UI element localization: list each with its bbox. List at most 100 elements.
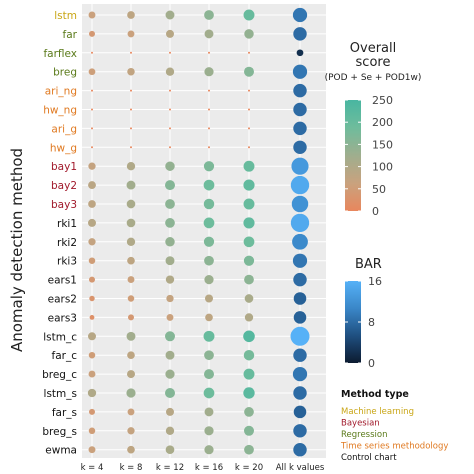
bar-point xyxy=(293,311,307,324)
score-legend-tick: 50 xyxy=(372,183,386,196)
bar-point xyxy=(290,175,310,195)
score-point xyxy=(88,162,96,170)
score-point xyxy=(204,407,214,417)
score-point xyxy=(126,331,136,341)
score-point xyxy=(169,146,171,149)
method-label: bay2 xyxy=(51,180,77,192)
method-label: lstm_c xyxy=(43,331,77,343)
score-point xyxy=(88,351,96,359)
score-point xyxy=(244,274,254,285)
bar-colorbar xyxy=(345,281,361,363)
score-point xyxy=(248,51,250,54)
score-point xyxy=(203,236,215,247)
bar-point xyxy=(291,157,309,175)
bar-point xyxy=(292,64,308,79)
bar-point xyxy=(290,213,310,233)
method-label: bay3 xyxy=(51,199,77,211)
method-label: ari_ng xyxy=(45,86,77,98)
score-point xyxy=(165,426,175,435)
score-point xyxy=(243,349,255,361)
k-label: k = 16 xyxy=(195,463,223,473)
score-point xyxy=(244,313,254,322)
bar-point xyxy=(293,102,307,117)
score-point xyxy=(244,294,254,303)
score-point xyxy=(89,276,95,283)
bar-legend-tick: 16 xyxy=(368,275,382,288)
score-point xyxy=(204,255,214,266)
score-point xyxy=(126,237,136,246)
score-point xyxy=(127,30,135,38)
score-point xyxy=(204,274,214,285)
score-point xyxy=(126,388,136,398)
score-point xyxy=(127,445,135,454)
score-point xyxy=(205,294,213,303)
score-point xyxy=(208,127,210,130)
score-point xyxy=(88,332,96,341)
panel-background xyxy=(82,4,326,458)
score-point xyxy=(204,67,214,77)
bar-point xyxy=(293,442,307,457)
score-point xyxy=(165,331,175,342)
k-tick-labels: k = 4 k = 8 k = 12 k = 16 k = 20 All k values xyxy=(81,463,325,473)
bar-point xyxy=(293,121,307,136)
method-label: rki3 xyxy=(57,256,77,268)
score-point xyxy=(89,295,95,302)
bar-point xyxy=(293,386,307,400)
method-label: ears3 xyxy=(48,312,77,324)
bar-point xyxy=(293,348,307,362)
score-point xyxy=(126,180,136,190)
method-label: rki1 xyxy=(57,218,77,230)
method-type-legend: Method type Machine learning BayesianRegre… xyxy=(340,389,448,463)
score-point xyxy=(91,51,93,54)
score-point xyxy=(169,51,171,54)
k-label: k = 8 xyxy=(120,463,143,473)
k-label: All k values xyxy=(276,463,325,473)
score-point xyxy=(88,257,96,264)
score-point xyxy=(243,387,255,399)
score-point xyxy=(165,445,175,455)
score-point xyxy=(127,67,135,76)
score-point xyxy=(127,276,135,284)
score-point xyxy=(91,89,93,92)
score-point xyxy=(203,161,215,172)
bar-legend-tick: 0 xyxy=(368,357,375,370)
score-point xyxy=(208,108,210,111)
score-point xyxy=(88,68,96,76)
method-label: lstm_s xyxy=(44,388,77,400)
score-point xyxy=(130,146,132,149)
score-legend-tick: 150 xyxy=(372,138,393,151)
score-point xyxy=(89,30,95,37)
score-legend-tick: 0 xyxy=(372,205,379,218)
score-legend-tick: 200 xyxy=(372,116,393,129)
method-label: hw_ng xyxy=(43,105,77,117)
method-label: breg_c xyxy=(42,369,77,381)
score-point xyxy=(203,330,215,342)
score-point xyxy=(166,294,174,303)
score-point xyxy=(88,238,96,246)
score-point xyxy=(88,427,96,435)
score-point xyxy=(127,370,135,379)
score-point xyxy=(203,198,215,210)
bar-legend-title: BAR xyxy=(355,257,382,272)
method-label: ewma xyxy=(45,445,77,457)
score-point xyxy=(203,217,215,229)
score-point xyxy=(248,146,250,149)
score-point xyxy=(244,29,254,39)
score-point xyxy=(165,199,175,209)
bar-point xyxy=(293,424,307,438)
method-label: far xyxy=(63,29,78,41)
score-point xyxy=(165,67,175,76)
method-tick-labels: lstm far farflex breg ari_ng hw_ng ari_g hw_gba… xyxy=(42,10,78,457)
score-point xyxy=(243,255,255,266)
method-label: far_c xyxy=(52,350,78,362)
y-axis-title: Anomaly detection method xyxy=(8,148,26,352)
score-point xyxy=(91,127,93,130)
score-point xyxy=(127,256,135,265)
score-point xyxy=(87,388,97,398)
method-label: breg_s xyxy=(42,426,77,438)
score-point xyxy=(166,313,174,321)
score-point xyxy=(165,350,175,360)
